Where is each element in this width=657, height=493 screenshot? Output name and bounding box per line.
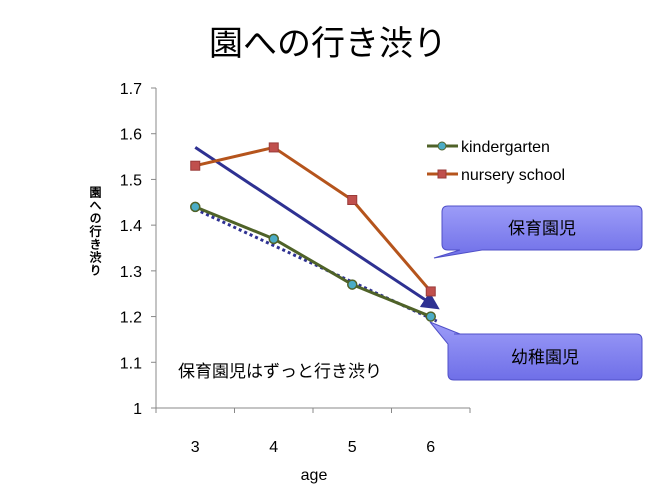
series-line-kindergarten: [194, 205, 432, 318]
point-nursery-school: [268, 142, 279, 153]
legend-item-nursery-school: nursery school: [427, 167, 565, 184]
x-tick-label: 4: [269, 439, 278, 456]
axes: [151, 87, 471, 413]
y-tick-labels: 1 1.1 1.2 1.3 1.4 1.5 1.6 1.7: [120, 81, 142, 418]
chart-annotation: 保育園児はずっと行き渋り: [178, 362, 382, 382]
point-kindergarten: [347, 279, 358, 290]
legend: kindergarten nursery school: [427, 139, 565, 184]
point-kindergarten: [268, 233, 279, 245]
legend-item-kindergarten: kindergarten: [427, 139, 550, 156]
legend-label-nursery-school: nursery school: [461, 167, 565, 184]
point-nursery-school: [190, 160, 201, 171]
x-tick-label: 6: [426, 439, 435, 456]
point-nursery-school: [425, 286, 436, 297]
callout-kindergarten: 幼稚園児: [429, 321, 643, 381]
callout-nursery-bubble: [433, 205, 643, 259]
callout-kindergarten-text: 幼稚園児: [511, 348, 579, 368]
series-line-nursery-school: [194, 145, 432, 293]
y-tick-label: 1.2: [120, 310, 142, 327]
legend-marker-nursery-school: [437, 169, 447, 179]
callout-kindergarten-bubble: [429, 321, 643, 381]
x-tick-label: 5: [348, 439, 357, 456]
series-lines: [190, 142, 436, 322]
y-tick-label: 1: [133, 401, 142, 418]
point-nursery-school: [347, 195, 358, 205]
y-tick-label: 1.1: [120, 355, 142, 372]
x-tick-labels: 3 4 5 6: [191, 439, 436, 456]
x-axis-label: age: [301, 467, 328, 484]
callout-nursery-text: 保育園児: [508, 219, 576, 239]
x-tick-label: 3: [191, 439, 200, 456]
y-axis-label: 園への行き渋り: [88, 186, 102, 277]
point-kindergarten: [425, 311, 436, 322]
trendlines: [194, 146, 440, 323]
y-tick-label: 1.5: [120, 172, 142, 189]
y-tick-label: 1.7: [120, 81, 142, 98]
y-tick-label: 1.3: [120, 264, 142, 281]
y-tick-label: 1.6: [120, 127, 142, 144]
y-tick-label: 1.4: [120, 218, 142, 235]
point-kindergarten: [190, 201, 201, 213]
chart-title: 園への行き渋り: [209, 24, 447, 64]
legend-label-kindergarten: kindergarten: [461, 139, 550, 156]
legend-marker-kindergarten: [437, 141, 447, 151]
trendline-nursery-school: [194, 146, 440, 310]
callout-nursery: 保育園児: [433, 205, 643, 259]
